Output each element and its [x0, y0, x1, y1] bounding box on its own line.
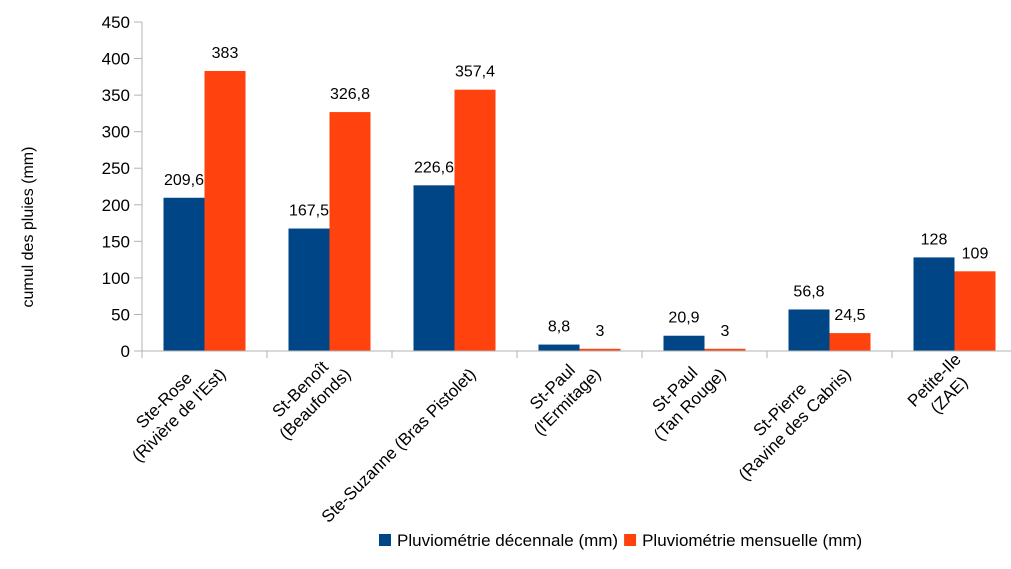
bar-series-2: [579, 348, 621, 351]
y-tick-label: 450: [102, 13, 130, 32]
category-label: St-Benoît(Beaufonds): [261, 350, 355, 444]
y-tick-label: 300: [102, 123, 130, 142]
y-axis-ticks: 0 50 100 150 200 250 300 350 400 450: [102, 13, 142, 361]
data-label: 383: [212, 45, 239, 62]
bar-series-1: [663, 335, 705, 351]
category-label: St-Paul(Tan Rouge): [635, 350, 729, 444]
category-label: St-Paul(l'Ermitage): [515, 350, 604, 439]
bar-series-2: [954, 271, 996, 351]
bar-series-2: [204, 70, 246, 352]
y-tick-label: 50: [111, 305, 130, 324]
bar-series-1: [538, 344, 580, 351]
bar-series-2: [704, 348, 746, 351]
data-label: 167,5: [289, 203, 329, 220]
bar-series-2: [329, 112, 371, 351]
data-label: 226,6: [414, 159, 454, 176]
y-tick-label: 200: [102, 196, 130, 215]
y-tick-label: 0: [121, 342, 130, 361]
bar-series-1: [788, 309, 830, 351]
bar-series-1: [913, 257, 955, 351]
y-tick-label: 250: [102, 159, 130, 178]
data-label: 326,8: [330, 86, 370, 103]
y-tick-label: 350: [102, 86, 130, 105]
data-label: 128: [921, 231, 948, 248]
y-tick-label: 400: [102, 50, 130, 69]
y-tick-label: 100: [102, 269, 130, 288]
y-axis-title: cumul des pluies (mm): [20, 147, 37, 308]
data-label: 109: [962, 245, 989, 262]
data-label: 20,9: [668, 310, 699, 327]
bar-series-1: [163, 197, 205, 351]
axes: [141, 22, 1011, 358]
data-label: 209,6: [164, 172, 204, 189]
bar-series-1: [288, 228, 330, 351]
data-labels: 209,6 167,5 226,6 8,8 20,9 56,8 128 383 326,8 357…: [164, 45, 988, 340]
data-label: 357,4: [455, 64, 495, 81]
bar-series-2: [454, 89, 496, 351]
legend-swatch-1: [379, 534, 391, 546]
y-tick-label: 150: [102, 232, 130, 251]
data-label: 3: [596, 323, 605, 340]
data-label: 24,5: [834, 307, 865, 324]
category-label: Petite-Ile(ZAE): [904, 350, 980, 426]
bar-series-1: [413, 185, 455, 351]
category-labels: Ste-Rose(Rivière de l'Est) St-Benoît(Beau…: [113, 350, 980, 527]
legend: Pluviométrie décennale (mm) Pluviométrie …: [379, 531, 862, 550]
data-label: 3: [721, 323, 730, 340]
bar-series-2: [829, 333, 871, 351]
legend-swatch-2: [624, 534, 637, 546]
legend-label-2: Pluviométrie mensuelle (mm): [642, 531, 862, 550]
category-label: St-Pierre(Ravine des Cabris): [720, 350, 855, 485]
bars: [163, 70, 996, 352]
data-label: 56,8: [793, 283, 824, 300]
legend-label-1: Pluviométrie décennale (mm): [397, 531, 618, 550]
category-label: Ste-Rose(Rivière de l'Est): [113, 350, 229, 466]
data-label: 8,8: [548, 319, 570, 336]
